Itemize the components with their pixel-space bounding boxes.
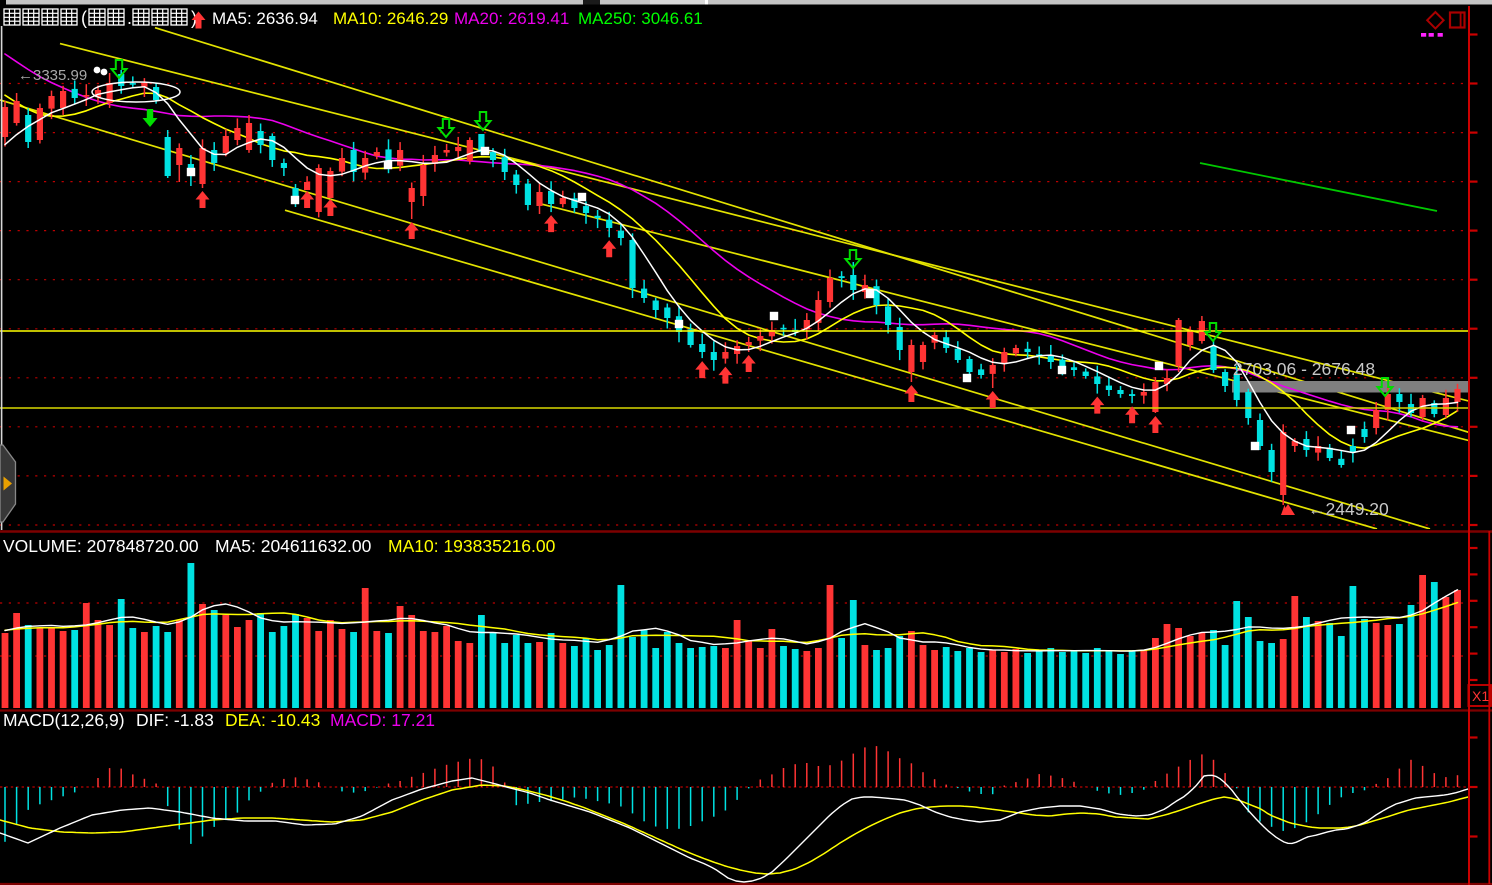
svg-text:MA10: 193835216.00: MA10: 193835216.00: [388, 536, 556, 556]
svg-text:DIF: -1.83: DIF: -1.83: [136, 710, 214, 730]
svg-text:DEA: -10.43: DEA: -10.43: [225, 710, 320, 730]
svg-text:MACD: 17.21: MACD: 17.21: [330, 710, 435, 730]
svg-text:2703.06 - 2676.48: 2703.06 - 2676.48: [1233, 359, 1375, 379]
svg-text:MA5: 2636.94: MA5: 2636.94: [212, 9, 318, 28]
svg-text:(: (: [81, 8, 87, 28]
svg-text:MA250: 3046.61: MA250: 3046.61: [578, 9, 703, 28]
svg-text:←2449.20: ←2449.20: [1308, 499, 1389, 519]
svg-text:VOLUME: 207848720.00: VOLUME: 207848720.00: [3, 536, 199, 556]
svg-text:MA20: 2619.41: MA20: 2619.41: [454, 9, 569, 28]
svg-text:MACD(12,26,9): MACD(12,26,9): [3, 710, 125, 730]
svg-text:MA10: 2646.29: MA10: 2646.29: [333, 9, 448, 28]
svg-text:.: .: [127, 8, 132, 28]
svg-text:MA5: 204611632.00: MA5: 204611632.00: [215, 536, 372, 556]
svg-text:←3335.99: ←3335.99: [18, 67, 87, 84]
svg-text:X1: X1: [1472, 688, 1489, 704]
